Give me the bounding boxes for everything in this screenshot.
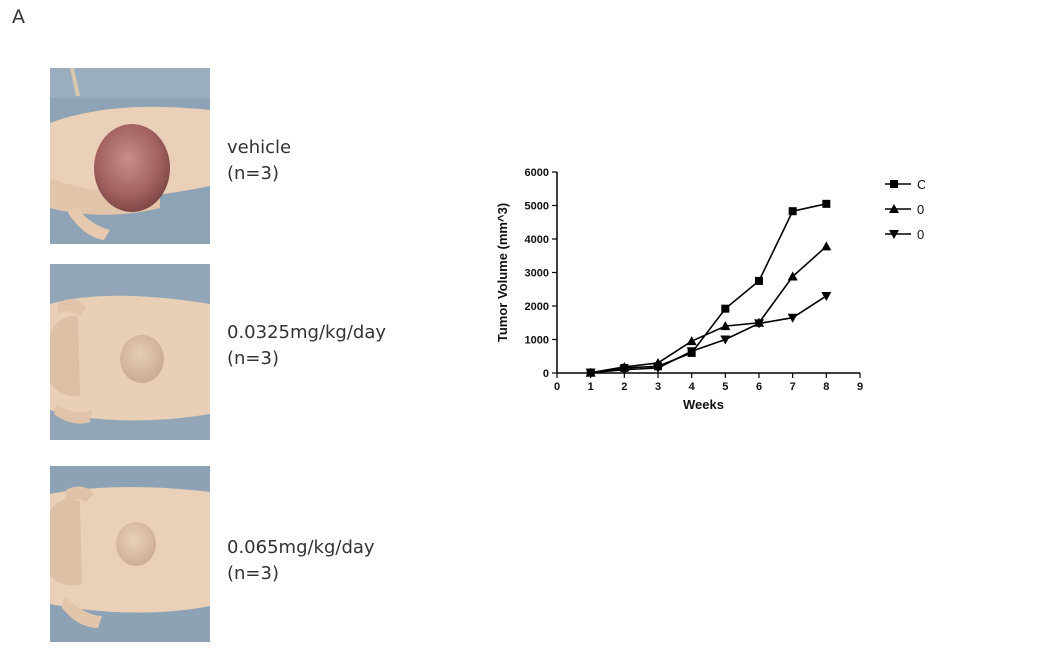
chart-axes: 0 1 2 3 4 5 6 7 8 9 0 1000 2000 3000 4000 5000 6000 Weeks… — [495, 167, 863, 412]
group-caption-high-dose: 0.065mg/kg/day (n=3) — [227, 535, 375, 587]
group-caption-vehicle: vehicle (n=3) — [227, 135, 291, 187]
x-tick-label: 0 — [554, 381, 560, 393]
group-name: 0.0325mg/kg/day — [227, 322, 387, 343]
data-point — [821, 291, 832, 301]
data-point — [721, 304, 730, 313]
mouse-photo-low-dose — [50, 264, 210, 440]
y-tick-label: 4000 — [525, 234, 549, 246]
data-point — [686, 347, 697, 357]
panel-label: A — [12, 6, 25, 28]
series-2 — [585, 241, 832, 377]
chart-series — [585, 199, 832, 378]
data-point — [787, 271, 798, 281]
data-point — [720, 335, 731, 345]
group-name: vehicle — [227, 137, 292, 158]
y-axis-title: Tumor Volume (mm^3) — [495, 203, 510, 342]
data-point — [788, 207, 797, 216]
x-axis-title: Weeks — [683, 397, 724, 412]
data-point — [653, 363, 663, 373]
y-tick-label: 6000 — [525, 167, 549, 179]
x-tick-label: 7 — [790, 381, 796, 393]
x-tick-label: 6 — [756, 381, 762, 393]
legend-label: Control — [917, 177, 925, 192]
series-line — [590, 203, 827, 374]
y-tick-label: 1000 — [525, 335, 549, 347]
x-tick-label: 8 — [823, 381, 829, 393]
legend-entry: 0.065mg/kg/day — [885, 227, 925, 242]
data-point — [619, 365, 630, 375]
group-name: 0.065mg/kg/day — [227, 537, 375, 558]
data-point — [720, 321, 731, 331]
data-point — [755, 276, 763, 285]
data-point — [821, 241, 832, 251]
data-point — [686, 336, 697, 346]
group-n: (n=3) — [227, 563, 279, 584]
mouse-photo-high-dose — [50, 466, 210, 642]
series-line — [590, 295, 827, 374]
y-tick-label: 0 — [543, 368, 549, 380]
chart-legend: Control 0.0325mg/kg/day 0.065mg/kg/day — [885, 177, 925, 242]
data-point — [754, 319, 764, 329]
mouse-photo-vehicle — [50, 68, 210, 244]
legend-entry: Control — [885, 177, 925, 192]
legend-label: 0.0325mg/kg/day — [917, 202, 925, 217]
series-1 — [586, 199, 831, 377]
legend-marker — [889, 204, 899, 213]
group-n: (n=3) — [227, 163, 279, 184]
group-caption-low-dose: 0.0325mg/kg/day (n=3) — [227, 320, 386, 372]
series-3 — [585, 291, 832, 378]
legend-label: 0.065mg/kg/day — [917, 227, 925, 242]
legend-entry: 0.0325mg/kg/day — [885, 202, 925, 217]
y-tick-label: 3000 — [525, 268, 549, 280]
x-tick-label: 1 — [588, 381, 594, 393]
series-line — [590, 245, 827, 374]
legend-marker — [889, 230, 899, 239]
y-tick-label: 2000 — [525, 301, 549, 313]
x-tick-label: 2 — [621, 381, 627, 393]
data-point — [787, 313, 798, 323]
legend-marker — [890, 180, 898, 188]
x-tick-label: 3 — [655, 381, 661, 393]
group-n: (n=3) — [227, 348, 279, 369]
data-point — [822, 199, 831, 208]
x-tick-label: 9 — [857, 381, 863, 393]
tumor-volume-chart: 0 1 2 3 4 5 6 7 8 9 0 1000 2000 3000 4000 5000 6000 Weeks… — [495, 167, 925, 412]
data-point — [585, 368, 596, 378]
x-tick-label: 5 — [722, 381, 728, 393]
x-tick-label: 4 — [689, 381, 696, 393]
y-tick-label: 5000 — [525, 201, 549, 213]
